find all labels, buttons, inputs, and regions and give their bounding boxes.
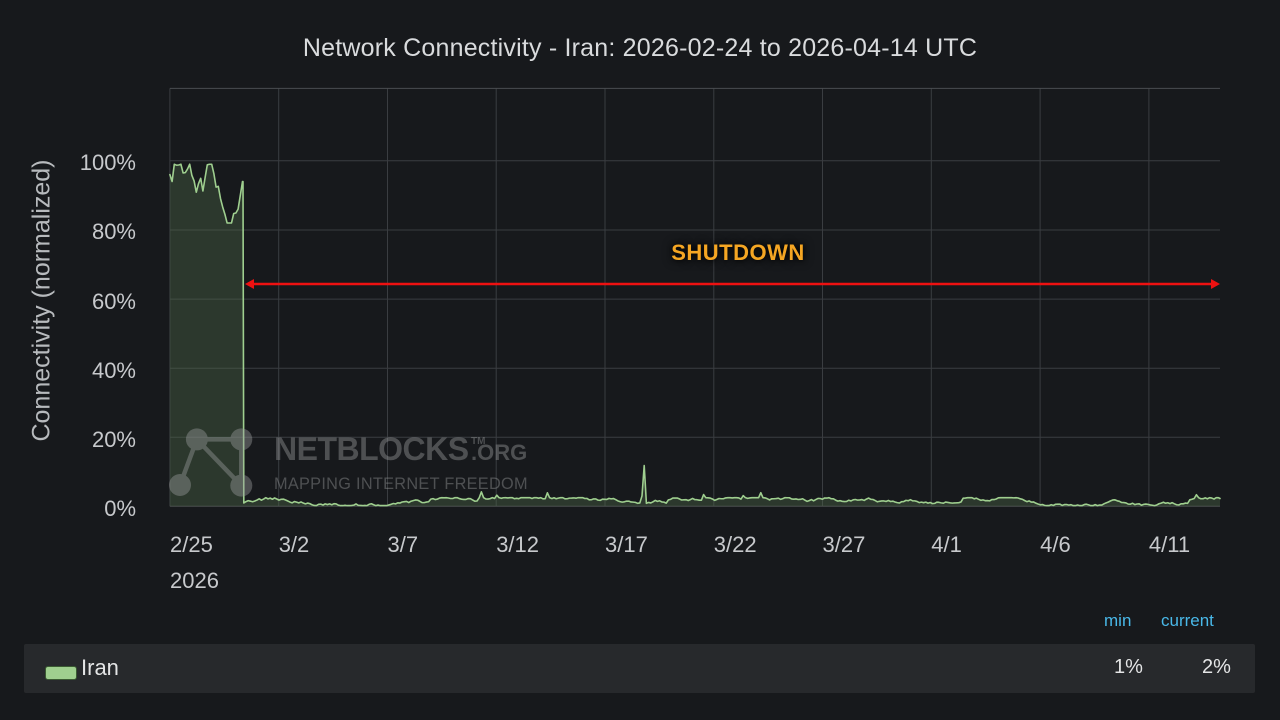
svg-text:.ORG: .ORG bbox=[471, 440, 527, 465]
svg-text:NETBLOCKS: NETBLOCKS bbox=[274, 431, 469, 467]
svg-text:MAPPING INTERNET FREEDOM: MAPPING INTERNET FREEDOM bbox=[274, 475, 528, 493]
